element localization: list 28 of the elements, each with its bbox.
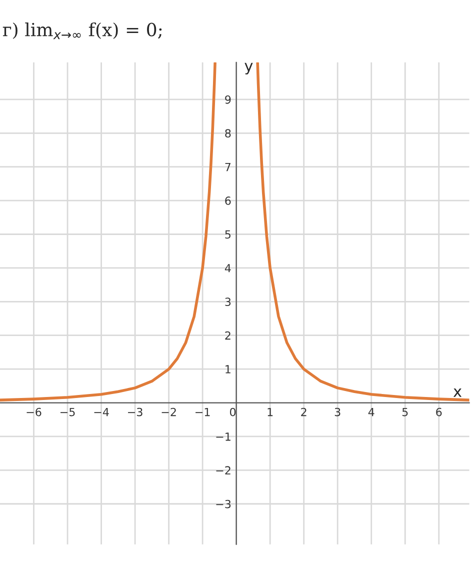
y-tick-label: −1	[216, 432, 230, 441]
y-tick-label: 9	[225, 95, 231, 104]
y-tick-label: 8	[225, 129, 231, 138]
x-tick-label: −4	[94, 408, 109, 416]
x-tick-label: 5	[402, 408, 408, 416]
x-tick-label: −2	[162, 408, 176, 416]
y-tick-label: −2	[216, 466, 230, 474]
x-tick-label: 0	[230, 408, 236, 416]
y-tick-label: 7	[225, 162, 231, 172]
y-tick-label: 3	[225, 298, 231, 306]
x-tick-label: 2	[301, 408, 306, 416]
y-tick-label: 2	[225, 331, 230, 340]
x-tick-label: −6	[26, 408, 42, 416]
x-tick-label: −1	[196, 408, 210, 416]
x-axis-title: x	[453, 388, 462, 397]
x-tick-label: 6	[436, 408, 442, 416]
x-tick-label: 3	[334, 408, 340, 416]
y-tick-label: 5	[225, 230, 230, 239]
x-tick-label: −5	[60, 408, 75, 416]
x-tick-label: 4	[368, 408, 374, 416]
x-tick-label: −3	[128, 408, 142, 416]
chart-title: г) lim$_{x→∞}$ f(x) = 0;	[2, 22, 162, 40]
y-tick-label: 6	[225, 196, 231, 205]
y-axis-title: y	[244, 62, 253, 74]
y-tick-label: −3	[216, 500, 231, 508]
y-tick-label: 4	[224, 264, 231, 272]
y-tick-label: 1	[226, 365, 230, 374]
x-tick-label: 1	[268, 408, 273, 416]
